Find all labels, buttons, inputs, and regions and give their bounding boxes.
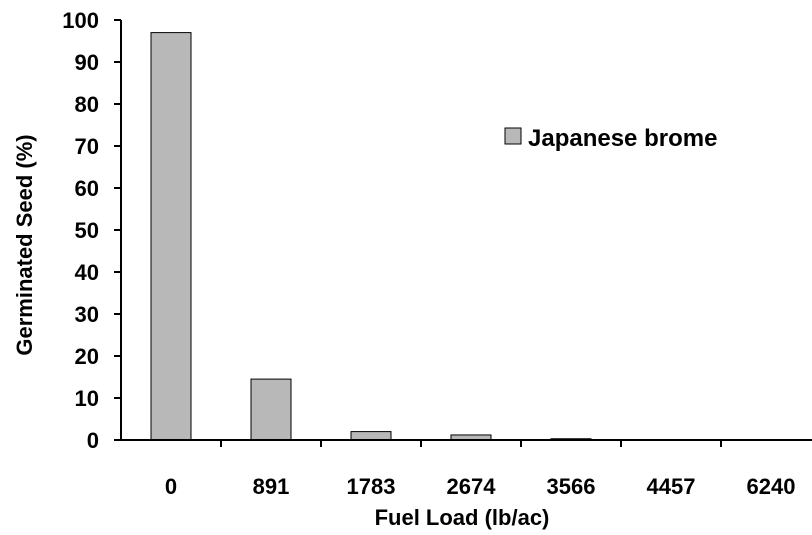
- y-tick-label: 50: [75, 218, 99, 243]
- bar-1783: [350, 431, 392, 441]
- y-tick-label: 40: [75, 260, 99, 285]
- y-tick-label: 20: [75, 344, 99, 369]
- y-tick-label: 70: [75, 134, 99, 159]
- legend-swatch: [504, 127, 522, 145]
- x-tick-label: 3566: [547, 474, 596, 499]
- x-tick-label: 4457: [647, 474, 696, 499]
- legend: Japanese brome: [504, 125, 717, 152]
- bars: [150, 32, 592, 441]
- x-tick-label: 891: [253, 474, 290, 499]
- y-tick-label: 100: [62, 8, 99, 33]
- x-tick-label: 1783: [347, 474, 396, 499]
- y-tick-label: 90: [75, 50, 99, 75]
- y-axis-title: Germinated Seed (%): [12, 134, 37, 355]
- x-tick-label: 0: [165, 474, 177, 499]
- bar-891: [250, 378, 292, 441]
- x-axis-ticks: 0 891 1783 2674 3566 4457 6240: [165, 440, 796, 499]
- y-tick-label: 10: [75, 386, 99, 411]
- y-tick-label: 30: [75, 302, 99, 327]
- x-axis-title: Fuel Load (lb/ac): [375, 505, 550, 530]
- y-tick-label: 0: [87, 428, 99, 453]
- y-tick-label: 80: [75, 92, 99, 117]
- bar-0: [150, 32, 192, 441]
- y-axis-ticks: 0 10 20 30 40 50 60 70 80 90 100: [62, 8, 121, 453]
- legend-label: Japanese brome: [528, 125, 717, 152]
- y-tick-label: 60: [75, 176, 99, 201]
- x-tick-label: 2674: [447, 474, 497, 499]
- x-tick-label: 6240: [747, 474, 796, 499]
